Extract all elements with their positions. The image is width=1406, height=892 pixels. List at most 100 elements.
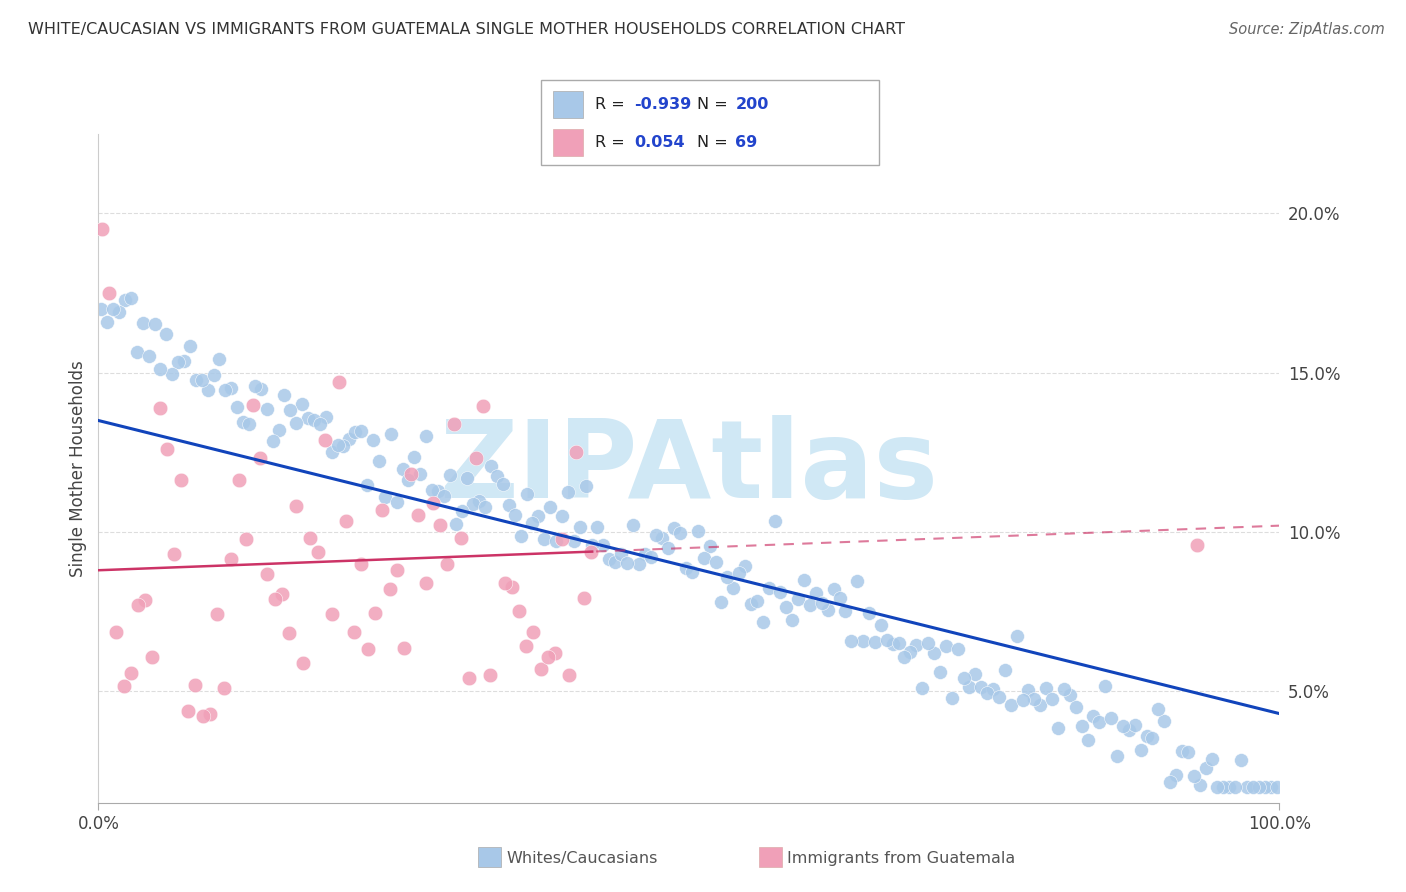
Point <box>256 401 278 416</box>
Text: Source: ZipAtlas.com: Source: ZipAtlas.com <box>1229 22 1385 37</box>
Point <box>221 551 243 566</box>
Point <box>981 681 1004 696</box>
Point <box>515 487 537 501</box>
Point <box>91 222 114 236</box>
Text: ZIPAtlas: ZIPAtlas <box>440 416 938 521</box>
Point <box>433 489 456 503</box>
Point <box>1118 723 1140 738</box>
Point <box>1147 702 1170 716</box>
Point <box>882 637 904 651</box>
Point <box>120 666 142 681</box>
Point <box>581 538 603 552</box>
Point <box>572 591 595 605</box>
Point <box>793 574 815 588</box>
Point <box>787 592 810 607</box>
Point <box>134 592 156 607</box>
Point <box>443 417 465 432</box>
Point <box>721 581 744 595</box>
Point <box>1094 679 1116 693</box>
Point <box>1236 780 1258 794</box>
Text: WHITE/CAUCASIAN VS IMMIGRANTS FROM GUATEMALA SINGLE MOTHER HOUSEHOLDS CORRELATIO: WHITE/CAUCASIAN VS IMMIGRANTS FROM GUATE… <box>28 22 905 37</box>
Point <box>834 604 856 618</box>
Point <box>557 485 579 500</box>
Point <box>1053 681 1076 696</box>
Point <box>249 451 271 466</box>
Point <box>537 649 560 664</box>
Point <box>645 528 668 542</box>
Point <box>420 483 443 497</box>
Point <box>1247 780 1270 794</box>
Point <box>267 423 290 437</box>
Point <box>1218 780 1240 794</box>
Point <box>356 478 378 492</box>
Point <box>893 650 915 665</box>
Point <box>544 646 567 660</box>
Point <box>343 624 366 639</box>
Point <box>202 368 225 383</box>
Point <box>262 434 284 449</box>
Point <box>308 417 332 432</box>
Point <box>592 538 614 552</box>
Point <box>108 305 131 319</box>
Point <box>361 434 384 448</box>
Point <box>197 384 219 398</box>
Point <box>125 345 148 359</box>
Point <box>214 383 236 397</box>
Point <box>686 524 709 538</box>
Point <box>976 686 998 700</box>
Point <box>472 399 495 413</box>
Point <box>415 576 437 591</box>
Point <box>1112 718 1135 732</box>
Point <box>374 490 396 504</box>
Point <box>551 509 574 524</box>
Point <box>1164 768 1187 782</box>
Point <box>321 607 343 621</box>
Point <box>391 462 413 476</box>
Point <box>928 665 950 680</box>
Point <box>297 410 319 425</box>
Point <box>463 497 485 511</box>
Point <box>987 690 1010 705</box>
Point <box>1129 743 1152 757</box>
Point <box>277 626 299 640</box>
Point <box>970 680 993 694</box>
Point <box>415 429 437 443</box>
Point <box>479 459 502 474</box>
Point <box>103 301 125 316</box>
Point <box>1076 733 1098 747</box>
Point <box>177 704 200 718</box>
Point <box>716 569 738 583</box>
Point <box>439 468 461 483</box>
Point <box>1201 752 1223 766</box>
Point <box>876 632 898 647</box>
Point <box>1099 711 1122 725</box>
Point <box>114 293 136 307</box>
Point <box>226 400 249 414</box>
Point <box>935 639 957 653</box>
Point <box>328 375 350 389</box>
Point <box>350 424 373 438</box>
Point <box>138 349 160 363</box>
Point <box>212 681 235 695</box>
Point <box>579 544 602 558</box>
Point <box>1011 692 1033 706</box>
Point <box>763 514 786 528</box>
Point <box>184 678 207 692</box>
Point <box>486 468 509 483</box>
Point <box>498 499 520 513</box>
Point <box>396 473 419 487</box>
Point <box>598 551 620 566</box>
Point <box>1029 698 1052 712</box>
Point <box>291 396 314 410</box>
Point <box>515 640 537 654</box>
Point <box>335 514 357 528</box>
Point <box>184 373 207 387</box>
Point <box>527 508 550 523</box>
Point <box>699 539 721 553</box>
Point <box>302 413 325 427</box>
Point <box>1024 691 1046 706</box>
Point <box>664 520 686 534</box>
Point <box>922 646 945 660</box>
Point <box>285 499 308 513</box>
Text: -0.939: -0.939 <box>634 97 692 112</box>
